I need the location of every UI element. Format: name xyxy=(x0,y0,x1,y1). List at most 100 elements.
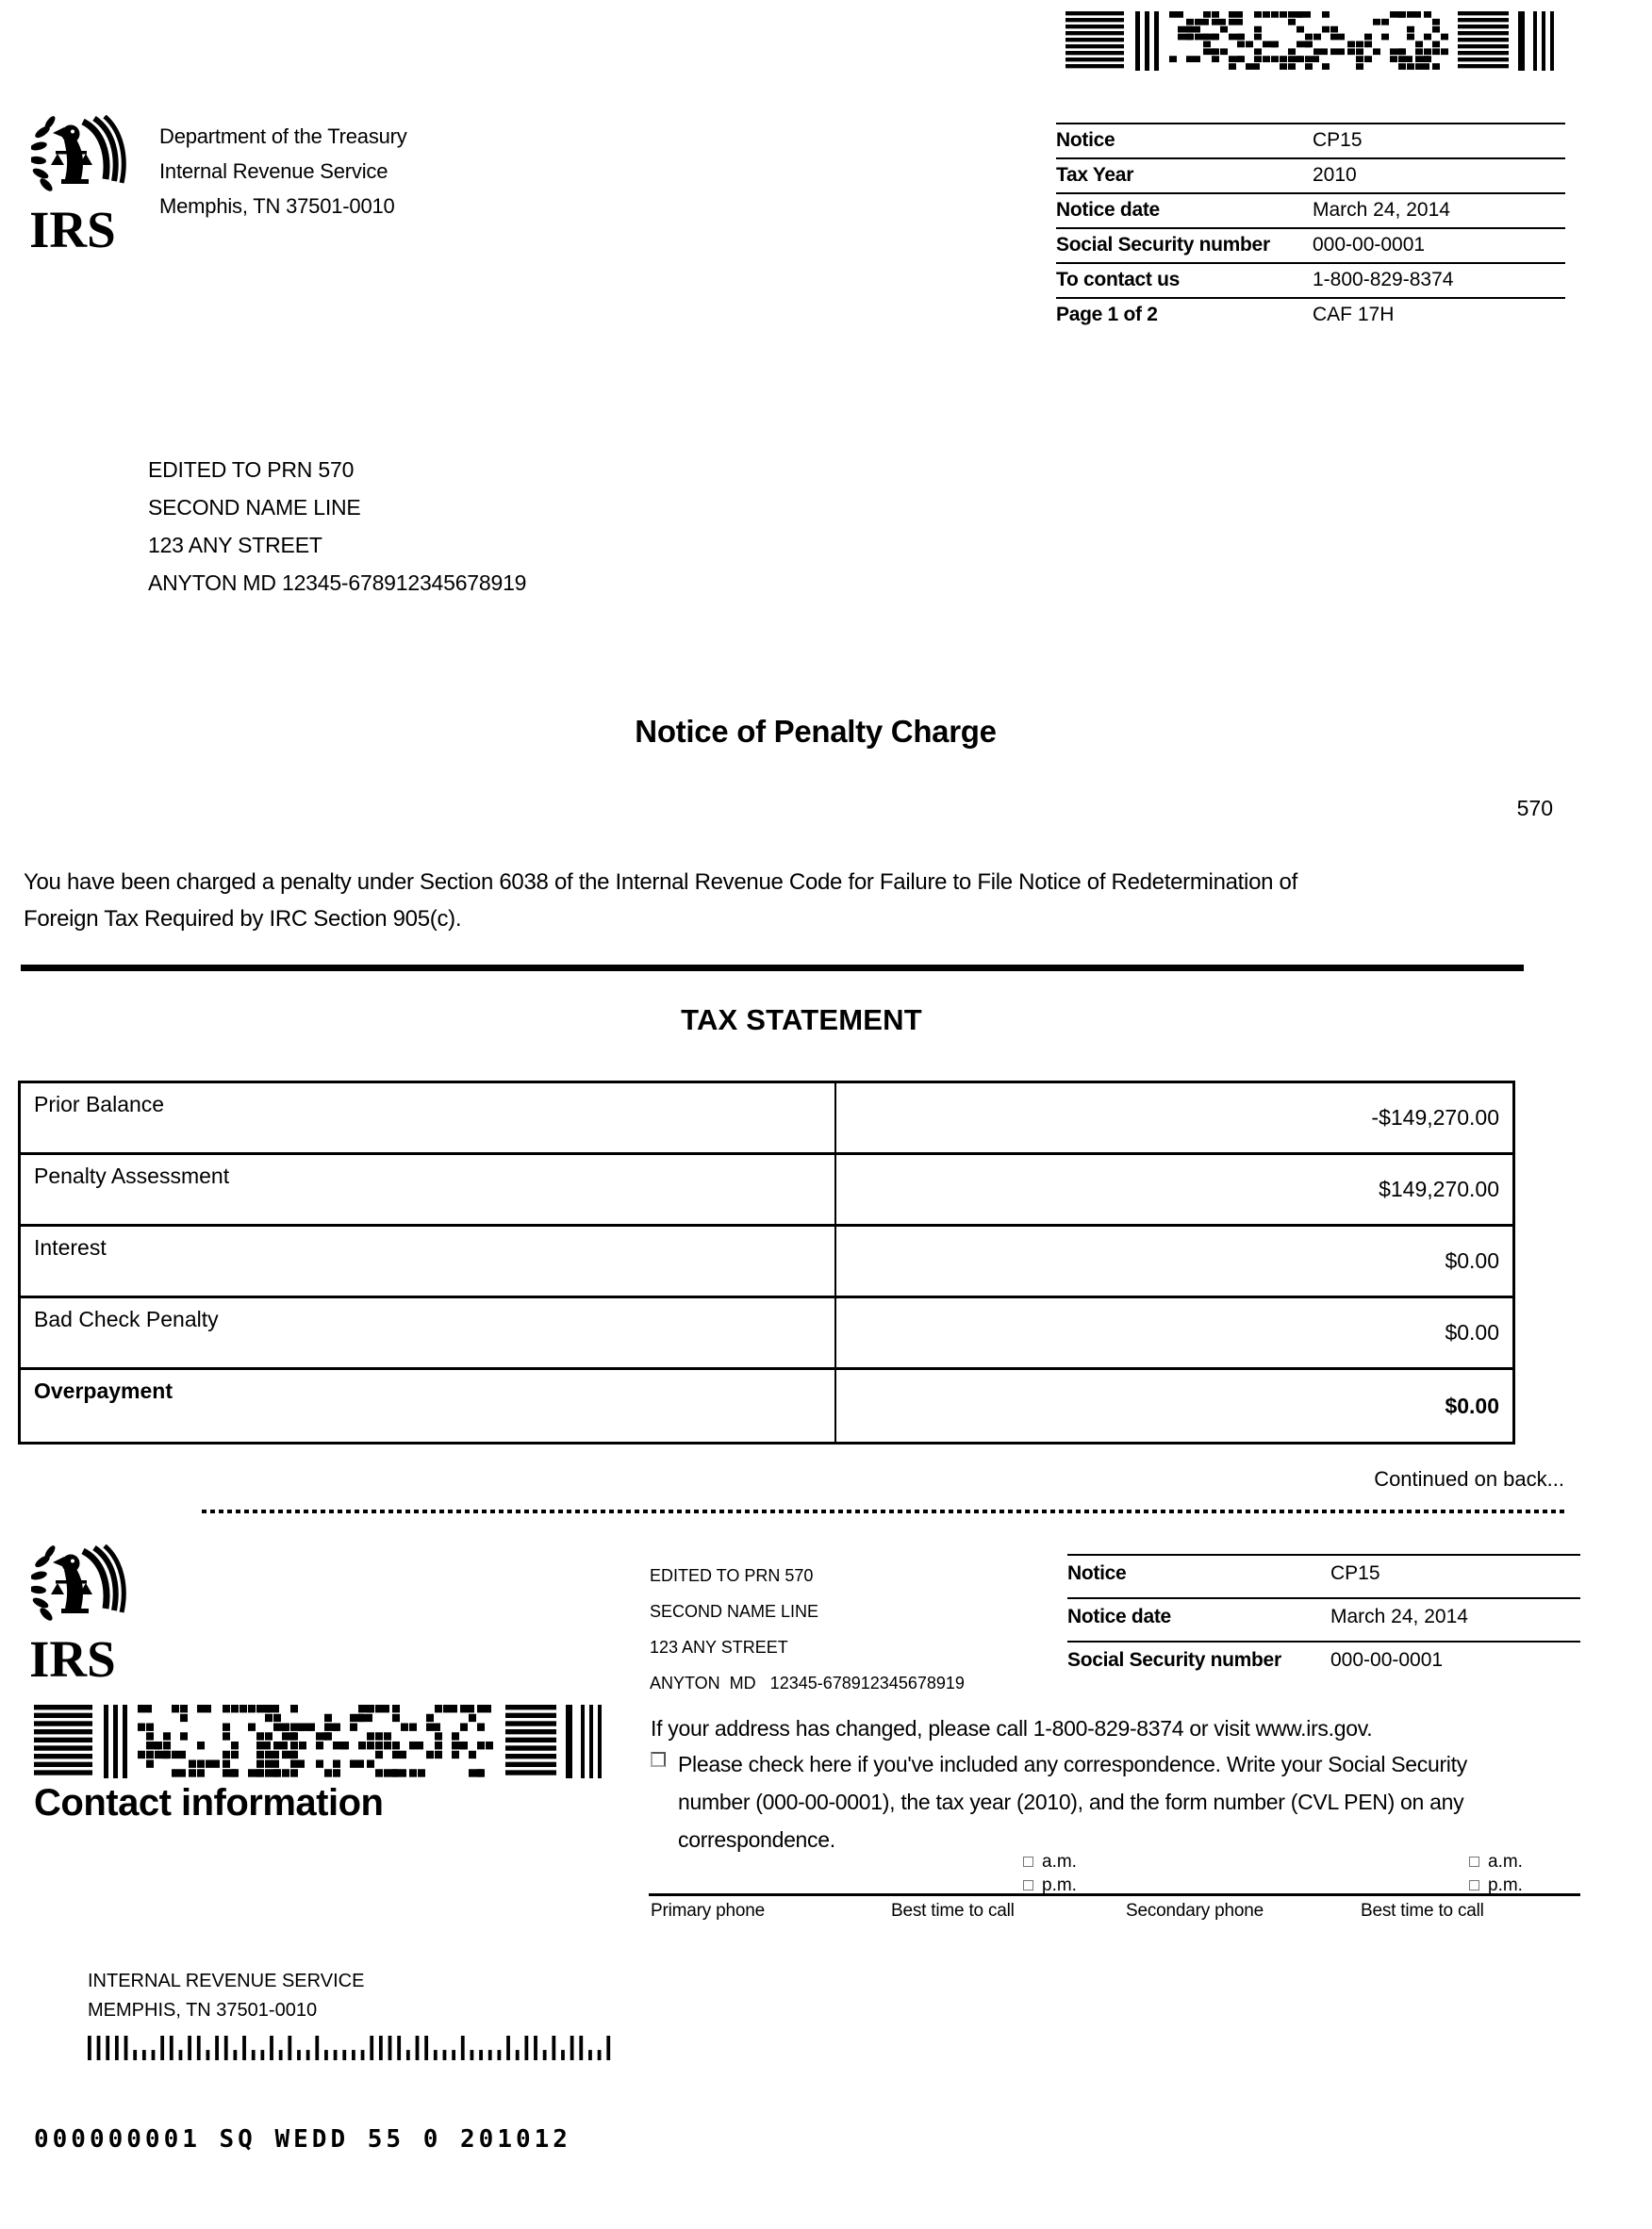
notice-info-row: Notice CP15 xyxy=(1056,123,1565,157)
best-time-label: Best time to call xyxy=(1361,1901,1484,1921)
pm-checkbox-secondary[interactable] xyxy=(1469,1880,1479,1891)
best-time-field-secondary[interactable] xyxy=(1361,1850,1464,1891)
secondary-phone-field[interactable] xyxy=(1126,1850,1352,1891)
row-label: Social Security number xyxy=(1056,234,1270,256)
table-row: Prior Balance -$149,270.00 xyxy=(21,1083,1512,1155)
correspondence-line: number (000-00-0001), the tax year (2010… xyxy=(678,1790,1464,1814)
address-change-note: If your address has changed, please call… xyxy=(651,1716,1373,1741)
row-label: Prior Balance xyxy=(21,1083,836,1152)
row-label: Page 1 of 2 xyxy=(1056,304,1158,325)
agency-address: Department of the Treasury Internal Reve… xyxy=(159,119,407,223)
address-line: 123 ANY STREET xyxy=(650,1638,788,1657)
processing-code: 000000001 SQ WEDD 55 0 201012 xyxy=(34,2125,571,2154)
row-value: CAF 17H xyxy=(1313,304,1395,325)
row-value: 000-00-0001 xyxy=(1330,1649,1444,1671)
row-label: Penalty Assessment xyxy=(21,1155,836,1224)
pm-label: p.m. xyxy=(1042,1874,1077,1895)
penalty-description: You have been charged a penalty under Se… xyxy=(24,864,1297,937)
notice-info-row: Notice date March 24, 2014 xyxy=(1056,192,1565,227)
row-label: Overpayment xyxy=(21,1370,836,1442)
notice-info-row: Social Security number 000-00-0001 xyxy=(1067,1641,1580,1684)
return-address-line: MEMPHIS, TN 37501-0010 xyxy=(88,2000,318,2021)
notice-info-row: Notice CP15 xyxy=(1067,1554,1580,1597)
table-row: Penalty Assessment $149,270.00 xyxy=(21,1155,1512,1227)
best-time-label: Best time to call xyxy=(891,1901,1015,1921)
notice-info-row: Social Security number 000-00-0001 xyxy=(1056,227,1565,262)
row-label: Interest xyxy=(21,1227,836,1296)
row-label: Social Security number xyxy=(1067,1649,1281,1671)
row-label: Notice date xyxy=(1067,1606,1171,1627)
primary-phone-label: Primary phone xyxy=(651,1901,765,1921)
row-value: $0.00 xyxy=(1445,1248,1499,1273)
correspondence-checkbox[interactable] xyxy=(651,1752,666,1767)
notice-info-row: Tax Year 2010 xyxy=(1056,157,1565,192)
irs-return-address: INTERNAL REVENUE SERVICE MEMPHIS, TN 375… xyxy=(88,1967,364,2025)
postnet-barcode xyxy=(88,2036,616,2060)
irs-logo xyxy=(31,115,131,253)
row-value: 2010 xyxy=(1313,164,1357,186)
row-label: Notice date xyxy=(1056,199,1160,221)
phone-fields-rule xyxy=(649,1893,1580,1896)
2d-barcode-stub xyxy=(34,1705,609,1778)
table-row-overpayment: Overpayment $0.00 xyxy=(21,1370,1512,1442)
notice-info-row: Page 1 of 2 CAF 17H xyxy=(1056,297,1565,332)
address-line: ANYTON MD 12345-678912345678919 xyxy=(650,1674,965,1692)
irs-logo-stub xyxy=(31,1544,131,1682)
best-time-field-primary[interactable] xyxy=(891,1850,1014,1891)
am-label: a.m. xyxy=(1488,1851,1523,1872)
recipient-address: EDITED TO PRN 570 SECOND NAME LINE 123 A… xyxy=(148,451,526,602)
address-line: SECOND NAME LINE xyxy=(650,1602,819,1621)
address-line: 123 ANY STREET xyxy=(148,533,322,557)
address-line: EDITED TO PRN 570 xyxy=(148,457,355,482)
row-value: 1-800-829-8374 xyxy=(1313,269,1454,290)
row-value: 000-00-0001 xyxy=(1313,234,1426,256)
recipient-address-stub: EDITED TO PRN 570 SECOND NAME LINE 123 A… xyxy=(650,1558,965,1701)
table-row: Interest $0.00 xyxy=(21,1227,1512,1298)
secondary-phone-label: Secondary phone xyxy=(1126,1901,1264,1921)
row-value: -$149,270.00 xyxy=(1371,1105,1499,1130)
address-line: EDITED TO PRN 570 xyxy=(650,1566,814,1585)
notice-info-row: To contact us 1-800-829-8374 xyxy=(1056,262,1565,297)
am-label: a.m. xyxy=(1042,1851,1077,1872)
pm-checkbox-primary[interactable] xyxy=(1023,1880,1033,1891)
correspondence-line: Please check here if you've included any… xyxy=(678,1752,1467,1776)
pm-label: p.m. xyxy=(1488,1874,1523,1895)
address-line: SECOND NAME LINE xyxy=(148,495,361,520)
am-checkbox-primary[interactable] xyxy=(1023,1857,1033,1867)
section-divider xyxy=(21,965,1524,971)
2d-barcode-top xyxy=(1066,11,1561,71)
row-value: March 24, 2014 xyxy=(1313,199,1450,221)
address-line: ANYTON MD 12345-678912345678919 xyxy=(148,570,527,595)
tax-statement-heading: TAX STATEMENT xyxy=(681,1003,922,1036)
row-value: CP15 xyxy=(1313,129,1363,151)
row-label: Notice xyxy=(1067,1562,1127,1584)
reference-code: 570 xyxy=(1516,796,1553,820)
page-title: Notice of Penalty Charge xyxy=(635,714,997,749)
perforation-line xyxy=(202,1510,1564,1513)
correspondence-instructions: Please check here if you've included any… xyxy=(678,1745,1467,1858)
primary-phone-field[interactable] xyxy=(651,1850,877,1891)
contact-information-heading: Contact information xyxy=(34,1782,384,1824)
row-value: March 24, 2014 xyxy=(1330,1606,1468,1627)
best-time-options-primary: a.m. p.m. xyxy=(1023,1850,1077,1897)
notice-info-table-stub: Notice CP15 Notice date March 24, 2014 S… xyxy=(1067,1554,1580,1684)
row-label: Tax Year xyxy=(1056,164,1134,186)
agency-line: Internal Revenue Service xyxy=(159,159,388,183)
continued-note: Continued on back... xyxy=(1374,1467,1564,1491)
row-value: $149,270.00 xyxy=(1379,1177,1499,1201)
agency-line: Memphis, TN 37501-0010 xyxy=(159,194,395,218)
best-time-options-secondary: a.m. p.m. xyxy=(1469,1850,1523,1897)
notice-info-row: Notice date March 24, 2014 xyxy=(1067,1597,1580,1641)
table-row: Bad Check Penalty $0.00 xyxy=(21,1298,1512,1370)
am-checkbox-secondary[interactable] xyxy=(1469,1857,1479,1867)
row-label: Bad Check Penalty xyxy=(21,1298,836,1367)
row-value: CP15 xyxy=(1330,1562,1380,1584)
notice-info-table: Notice CP15 Tax Year 2010 Notice date Ma… xyxy=(1056,123,1565,332)
tax-statement-table: Prior Balance -$149,270.00 Penalty Asses… xyxy=(18,1081,1515,1445)
row-value: $0.00 xyxy=(1445,1393,1499,1418)
correspondence-line: correspondence. xyxy=(678,1827,835,1852)
return-address-line: INTERNAL REVENUE SERVICE xyxy=(88,1971,365,1991)
row-value: $0.00 xyxy=(1445,1320,1499,1345)
body-line: Foreign Tax Required by IRC Section 905(… xyxy=(24,906,462,932)
